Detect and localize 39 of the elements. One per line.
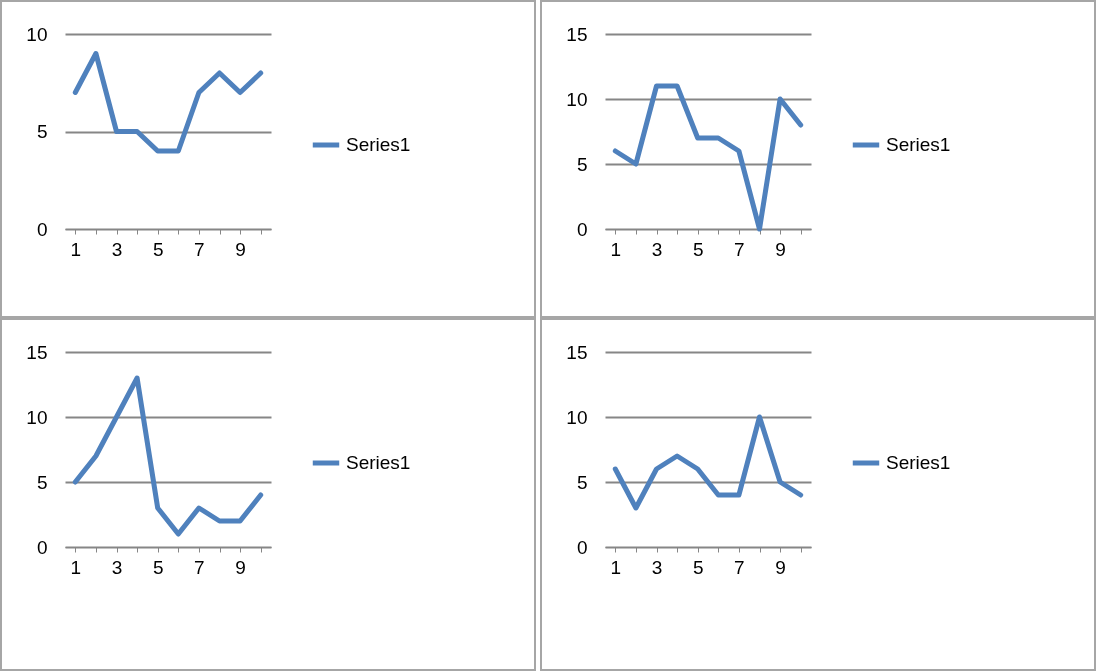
y-tick-label: 10 xyxy=(566,406,588,428)
legend-label: Series1 xyxy=(346,452,411,473)
x-tick-label: 7 xyxy=(194,238,205,260)
x-tick-label: 9 xyxy=(235,556,246,578)
y-tick-label: 0 xyxy=(576,218,588,240)
x-tick-label: 5 xyxy=(152,556,164,578)
x-tick-label: 9 xyxy=(775,238,786,260)
x-tick-label: 7 xyxy=(734,238,745,260)
y-tick-label: 5 xyxy=(576,471,588,493)
x-tick-label: 9 xyxy=(775,556,786,578)
x-tick-label: 1 xyxy=(610,238,622,260)
y-tick-label: 15 xyxy=(566,341,588,363)
y-tick-label: 5 xyxy=(36,121,48,142)
y-tick-label: 10 xyxy=(26,406,48,428)
x-tick-label: 3 xyxy=(111,556,123,578)
y-tick-label: 15 xyxy=(566,23,588,45)
x-tick-label: 5 xyxy=(692,556,704,578)
y-tick-label: 5 xyxy=(576,153,588,175)
y-tick-label: 0 xyxy=(576,536,588,558)
x-tick-label: 5 xyxy=(692,238,704,260)
legend-label: Series1 xyxy=(886,452,951,473)
x-tick-label: 1 xyxy=(70,238,82,260)
y-tick-label: 0 xyxy=(36,536,48,558)
x-tick-label: 7 xyxy=(734,556,745,578)
x-tick-label: 1 xyxy=(610,556,622,578)
x-tick-label: 1 xyxy=(70,556,82,578)
y-tick-label: 10 xyxy=(566,88,588,110)
legend-label: Series1 xyxy=(886,134,951,155)
x-tick-label: 3 xyxy=(651,556,663,578)
y-tick-label: 5 xyxy=(36,471,48,493)
y-tick-label: 0 xyxy=(36,218,48,240)
legend-label: Series1 xyxy=(346,134,411,155)
y-tick-label: 10 xyxy=(26,23,48,45)
x-tick-label: 3 xyxy=(111,238,123,260)
x-tick-label: 5 xyxy=(152,238,164,260)
x-tick-label: 9 xyxy=(235,238,246,260)
x-tick-label: 7 xyxy=(194,556,205,578)
x-tick-label: 3 xyxy=(651,238,663,260)
y-tick-label: 15 xyxy=(26,341,48,363)
